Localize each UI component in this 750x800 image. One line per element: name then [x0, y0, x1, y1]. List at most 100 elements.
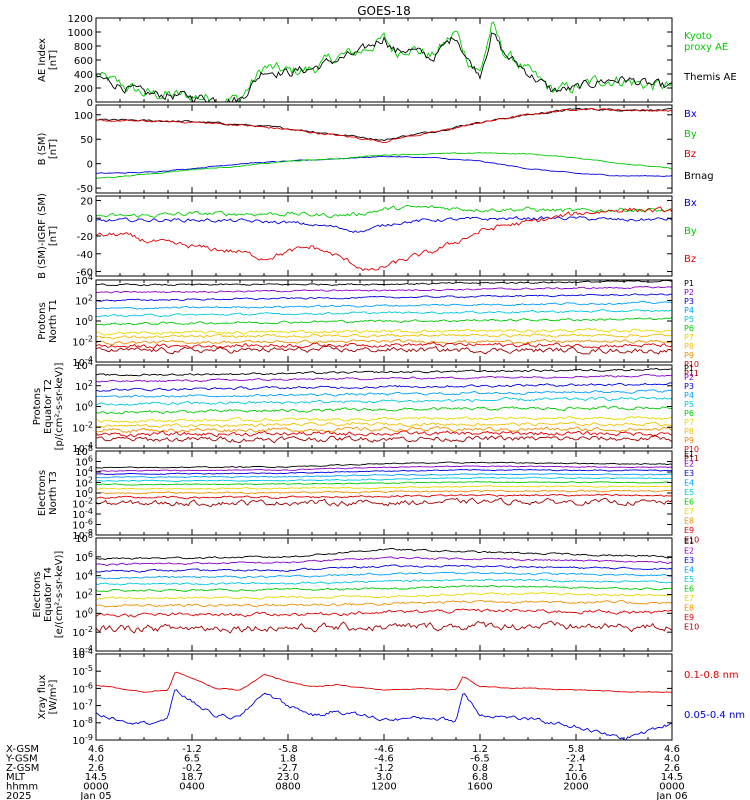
series-line-bresidual-0 — [96, 204, 672, 219]
footer-value: -2.4 — [566, 753, 586, 764]
legend-label-electrons-t3: E6 — [684, 498, 694, 507]
y-axis-label: [W/m²] — [48, 679, 59, 714]
footer-row-label: X-GSM — [6, 744, 39, 755]
y-tick-label: 106 — [75, 550, 93, 564]
legend-label-electrons-t4: E2 — [684, 547, 694, 556]
footer-value: Jan 05 — [79, 791, 111, 800]
legend-label-protons-t2: P6 — [684, 409, 694, 418]
series-line-protons-t1-3 — [96, 300, 672, 310]
legend-label-protons-t1: P11 — [684, 369, 699, 378]
legend-label-protons-t2: P4 — [684, 391, 694, 400]
series-line-bfield-0 — [96, 107, 672, 142]
footer-value: 0.8 — [472, 763, 488, 774]
footer-value: 23.0 — [277, 772, 299, 783]
series-line-protons-t1-2 — [96, 293, 672, 302]
series-line-protons-t2-6 — [96, 415, 672, 424]
footer-value: -0.2 — [182, 763, 202, 774]
y-tick-label: 800 — [74, 42, 93, 53]
legend-label-protons-t2: P7 — [684, 418, 694, 427]
footer-value: 0000 — [659, 782, 684, 793]
footer-value: -4.6 — [374, 753, 394, 764]
legend-label-electrons-t4: E1 — [684, 537, 694, 546]
footer-value: 2000 — [563, 782, 588, 793]
series-line-electrons-t3-4 — [96, 476, 672, 482]
y-tick-label: 102 — [75, 294, 93, 308]
footer-value: 4.0 — [664, 753, 680, 764]
series-line-electrons-t3-9 — [96, 497, 672, 507]
y-tick-label: 10-4 — [72, 644, 93, 658]
footer-value: -5.8 — [278, 744, 298, 755]
y-tick-label: 0 — [87, 98, 93, 109]
footer-value: 10.6 — [565, 772, 587, 783]
y-axis-label: Protons — [32, 388, 43, 425]
series-line-protons-t2-8 — [96, 425, 672, 434]
series-line-protons-t1-8 — [96, 339, 672, 346]
legend-label-protons-t2: P3 — [684, 382, 694, 391]
legend-label-bresidual: By — [684, 226, 697, 237]
series-line-electrons-t3-8 — [96, 493, 672, 500]
y-tick-label: 102 — [75, 588, 93, 602]
series-line-electrons-t3-6 — [96, 485, 672, 490]
footer-value: 4.6 — [88, 744, 104, 755]
series-line-electrons-t3-0 — [96, 461, 672, 469]
y-tick-label: 100 — [75, 314, 93, 328]
panel-protons-t2: 10-4 10-2 100 102 104 Protons Equator T2 [p/(cm… — [32, 358, 699, 463]
footer-value: 1200 — [371, 782, 396, 793]
legend-label-bresidual: Bx — [684, 198, 697, 209]
panel-bresidual: -60 -40 -20 0 20 B (SM)-IGRF (SM) [nT] Bx By Bz — [37, 193, 697, 279]
y-axis-label: Equator T4 — [43, 567, 54, 622]
series-line-bresidual-1 — [96, 216, 672, 233]
legend-label-protons-t1: P8 — [684, 342, 694, 351]
footer-value: 14.5 — [661, 772, 683, 783]
y-tick-label: 10-4 — [72, 441, 93, 455]
y-tick-label: 10-4 — [72, 355, 93, 369]
legend-label-bfield: Bz — [684, 149, 696, 160]
y-tick-label: 10-8 — [72, 528, 93, 542]
panel-frame — [95, 653, 673, 741]
y-tick-label: 10-4 — [72, 507, 93, 521]
footer-value: -1.2 — [374, 763, 394, 774]
footer-value: 6.8 — [472, 772, 488, 783]
footer-row-label: Z-GSM — [6, 763, 39, 774]
legend-label-electrons-t3: E10 — [684, 536, 699, 545]
y-tick-label: 10-8 — [72, 716, 93, 730]
series-line-electrons-t4-4 — [96, 578, 672, 586]
y-tick-label: 50 — [80, 135, 93, 146]
y-tick-label: 10-9 — [72, 733, 93, 747]
y-tick-label: 104 — [75, 273, 93, 287]
footer-value: 4.0 — [88, 753, 104, 764]
series-line-protons-t2-2 — [96, 382, 672, 392]
footer-value: 1.2 — [472, 744, 488, 755]
y-tick-label: 600 — [74, 56, 93, 67]
y-axis-label: [nT] — [48, 226, 59, 246]
y-tick-label: -40 — [77, 250, 93, 261]
series-line-electrons-t4-8 — [96, 608, 672, 618]
footer-row-label: hhmm — [6, 782, 38, 793]
legend-label-electrons-t3: E9 — [684, 526, 694, 535]
footer-value: 2.1 — [568, 763, 584, 774]
series-line-electrons-t4-7 — [96, 599, 672, 608]
series-line-electrons-t3-7 — [96, 489, 672, 495]
legend-label-ae: Kyoto — [684, 31, 712, 42]
footer-value: 1600 — [467, 782, 492, 793]
y-tick-label: 104 — [75, 465, 93, 479]
legend-label-protons-t1: P2 — [684, 288, 694, 297]
legend-label-electrons-t4: E7 — [684, 594, 694, 603]
footer-value: 5.8 — [568, 744, 584, 755]
panel-xray: 10-9 10-8 10-7 10-6 10-5 10-4 Xray flux [W/m²] 0… — [37, 647, 745, 747]
footer-value: 0400 — [179, 782, 204, 793]
y-tick-label: 108 — [75, 444, 93, 458]
legend-label-protons-t1: P3 — [684, 297, 694, 306]
legend-label-electrons-t4: E6 — [684, 585, 694, 594]
series-line-bfield-3 — [96, 152, 672, 179]
series-line-electrons-t4-0 — [96, 547, 672, 560]
legend-label-xray: 0.1-0.8 nm — [684, 670, 739, 681]
y-tick-label: 108 — [75, 531, 93, 545]
y-axis-label: Electrons — [32, 571, 43, 617]
series-line-electrons-t3-1 — [96, 465, 672, 472]
legend-label-protons-t2: P5 — [684, 400, 694, 409]
legend-label-electrons-t4: E9 — [684, 613, 694, 622]
series-group — [96, 367, 672, 444]
series-line-protons-t2-5 — [96, 405, 672, 415]
series-line-electrons-t4-5 — [96, 585, 672, 593]
